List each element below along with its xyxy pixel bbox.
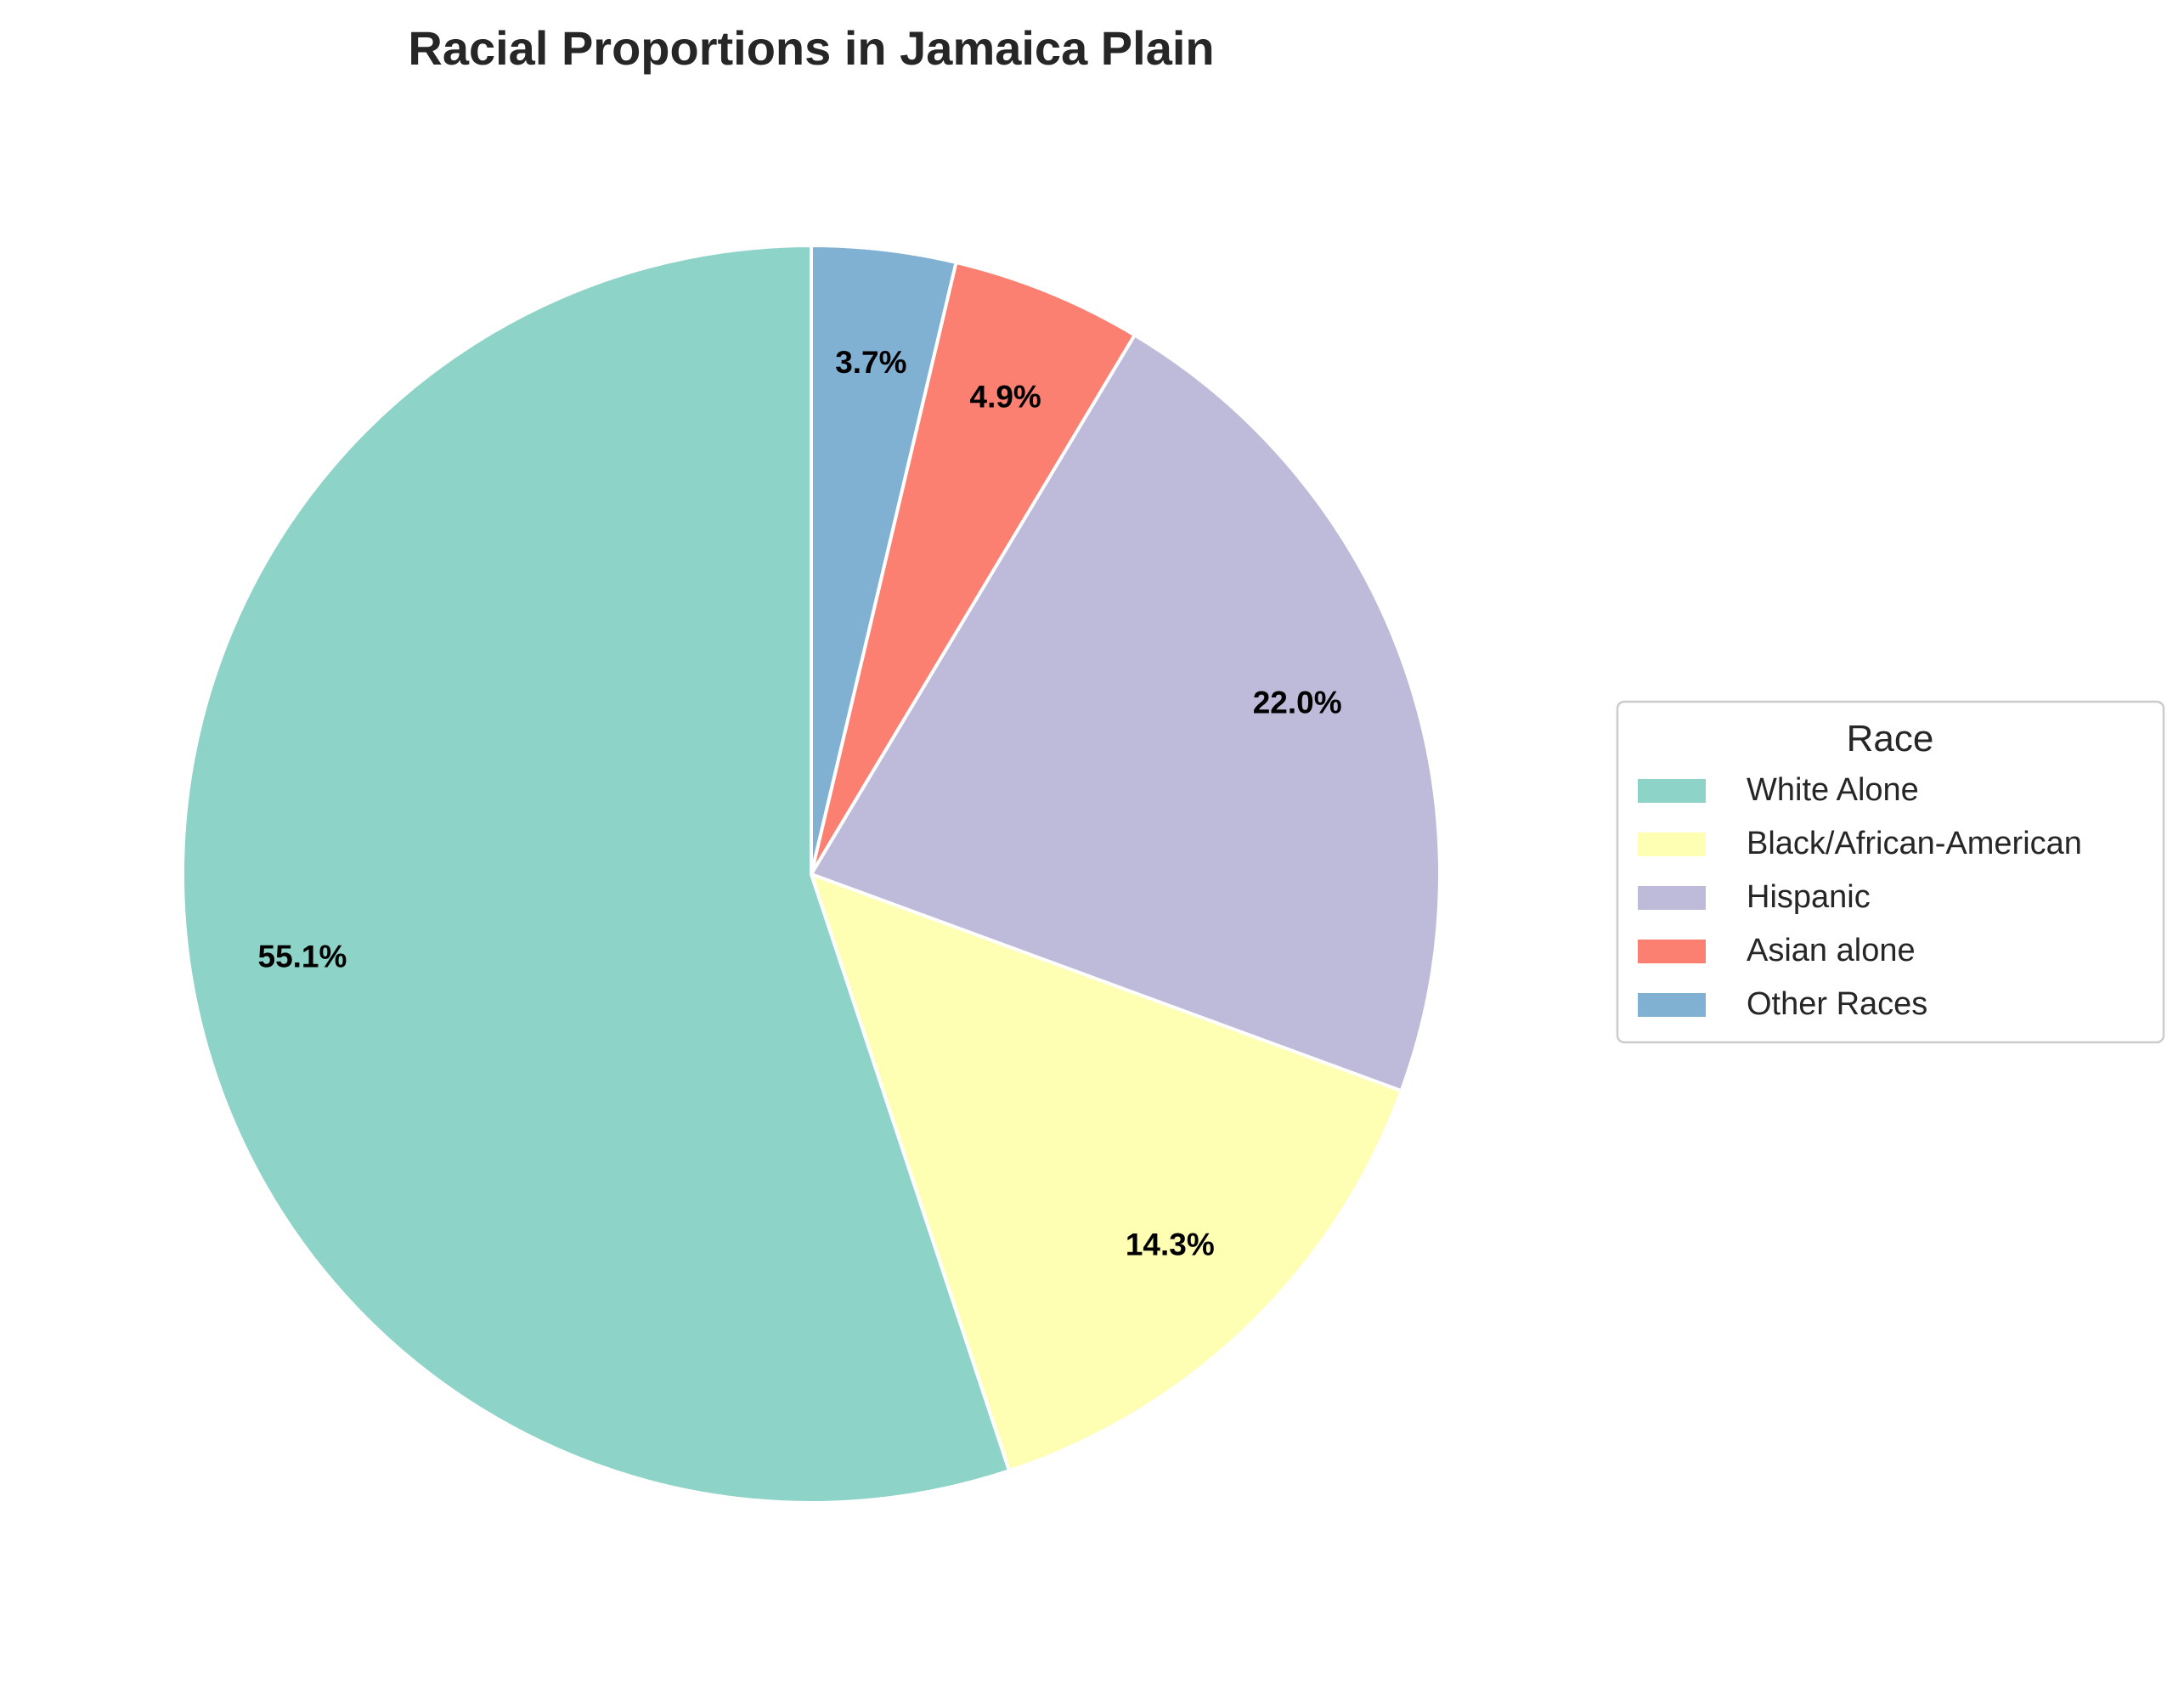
legend-label-white-alone: White Alone [1747, 772, 1919, 808]
legend-label-hispanic: Hispanic [1747, 879, 1871, 915]
pie-slice-white-alone [181, 244, 1012, 1504]
legend-swatch-white-alone [1638, 779, 1706, 803]
pie-label-other-races: 3.7% [835, 345, 906, 380]
legend-label-black-african-american: Black/African-American [1747, 826, 2082, 861]
legend-swatch-black-african-american [1638, 833, 1706, 856]
pie-slices [181, 244, 1442, 1504]
pie-label-hispanic: 22.0% [1253, 686, 1342, 720]
legend-frame [1616, 700, 2165, 1044]
legend: Race White Alone Black/African-American Hi… [1616, 700, 2165, 1044]
pie-slice-black-african-american [810, 872, 1403, 1473]
pie-slice-other-races [810, 244, 958, 876]
legend-title: Race [1847, 718, 1934, 759]
legend-swatch-hispanic [1638, 886, 1706, 910]
pie-slice-asian-alone [810, 260, 1137, 876]
pie-slice-hispanic [810, 333, 1442, 1093]
pie-percentage-labels: 55.1% 14.3% 22.0% 4.9% 3.7% [258, 345, 1342, 1262]
legend-swatch-asian-alone [1638, 940, 1706, 963]
legend-label-asian-alone: Asian alone [1747, 933, 1916, 968]
pie-label-asian-alone: 4.9% [970, 379, 1041, 414]
pie-label-white-alone: 55.1% [258, 939, 347, 974]
legend-items: White Alone Black/African-American Hispani… [1638, 772, 2082, 1022]
legend-swatch-other-races [1638, 993, 1706, 1017]
legend-label-other-races: Other Races [1747, 986, 1927, 1022]
chart-title: Racial Proportions in Jamaica Plain [408, 21, 1214, 75]
pie-label-black-african-american: 14.3% [1126, 1227, 1215, 1262]
